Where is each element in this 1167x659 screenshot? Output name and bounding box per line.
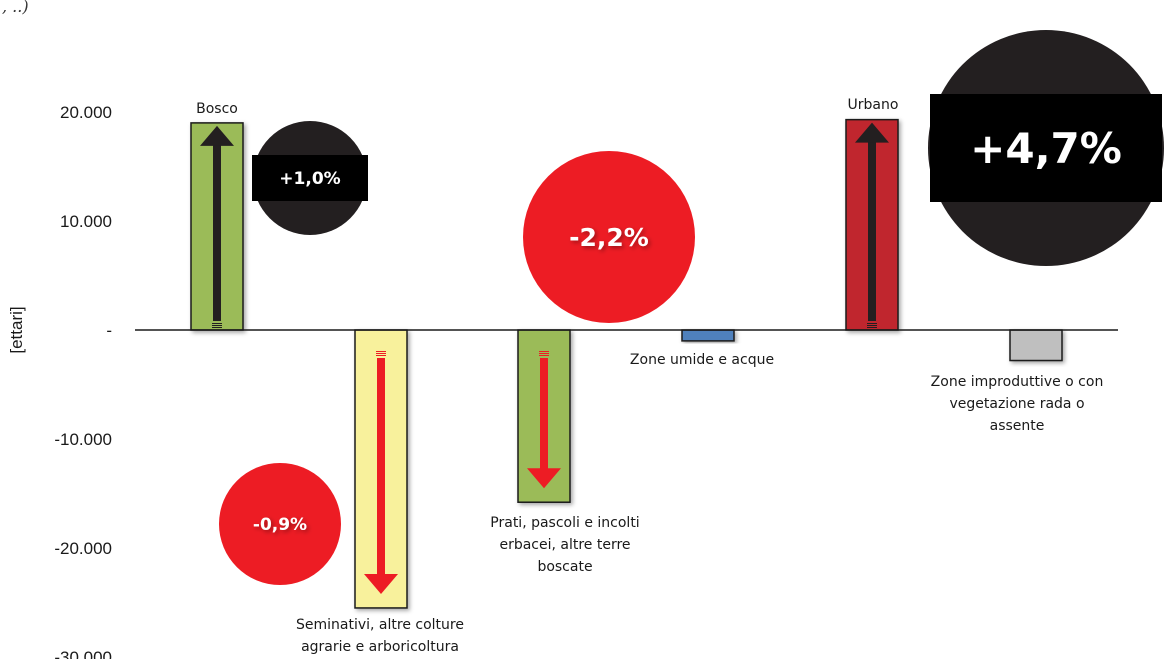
bar-arrow-shaft (868, 141, 876, 321)
bar-arrow-tail-line (867, 327, 877, 328)
bar-arrow-head (855, 122, 889, 143)
bar-arrow-tail-line (376, 353, 386, 354)
percentage-label: +1,0% (279, 169, 340, 189)
category-label-line: vegetazione rada o (949, 396, 1084, 412)
percentage-label-box (252, 155, 368, 201)
percentage-bubble (523, 151, 695, 323)
percentage-label: +4,7% (970, 124, 1122, 173)
category-label-line: Urbano (848, 97, 899, 113)
percentage-bubbles: +1,0% -0,9% -2,2% +4,7% (219, 30, 1164, 585)
bar-arrow-tail-line (867, 325, 877, 326)
bar-arrow-tail-line (376, 351, 386, 352)
y-axis-ticks: 20.000 10.000 - -10.000 -20.000 -30.000 (54, 103, 112, 659)
bar-arrow-tail-line (376, 355, 386, 356)
category-label-line: agrarie e arboricoltura (301, 639, 459, 655)
y-tick-label: -20.000 (54, 539, 112, 558)
category-label: Seminativi, altre colture agrarie e arbor… (296, 617, 464, 655)
percentage-bubble (219, 463, 341, 585)
corner-text-fragment: , ..) (2, 0, 29, 16)
bar-arrow-shaft (377, 358, 385, 575)
bar-arrow-tail-line (212, 327, 222, 328)
category-label-line: Zone umide e acque (630, 352, 774, 368)
bar (1009, 329, 1063, 362)
bar (681, 329, 735, 342)
percentage-label: -2,2% (569, 223, 649, 252)
bar-arrow-tail-line (867, 323, 877, 324)
category-label-line: Prati, pascoli e incolti (490, 515, 639, 531)
percentage-label-box (930, 94, 1162, 202)
category-label: Bosco (196, 101, 238, 117)
bar-arrow-tail-line (539, 353, 549, 354)
bar-arrow-shaft (540, 358, 548, 470)
percentage-label: -0,9% (253, 515, 307, 535)
bar-arrow-tail-line (212, 323, 222, 324)
bar-arrow-tail-line (212, 325, 222, 326)
y-tick-label: -10.000 (54, 430, 112, 449)
category-label: Urbano (848, 97, 899, 113)
category-label: Prati, pascoli e incolti erbacei, altre t… (490, 515, 639, 575)
y-tick-label: 10.000 (60, 212, 112, 231)
bars-layer (190, 118, 1063, 609)
category-label-line: Zone improduttive o con (931, 374, 1104, 390)
category-label: Zone improduttive o con vegetazione rada … (931, 374, 1104, 434)
category-label-line: boscate (537, 559, 592, 575)
bar-arrow-head (364, 573, 398, 594)
category-label-line: Seminativi, altre colture (296, 617, 464, 633)
category-label-line: Bosco (196, 101, 238, 117)
category-label-line: assente (990, 418, 1045, 434)
category-label: Zone umide e acque (630, 352, 774, 368)
y-tick-label: - (106, 321, 112, 340)
bar-arrow-shaft (213, 144, 221, 321)
category-labels: Bosco Seminativi, altre colture agrarie e … (196, 97, 1103, 655)
bar-arrow-head (527, 468, 561, 489)
y-axis-label: [ettari] (7, 306, 26, 353)
category-label-line: erbacei, altre terre (499, 537, 630, 553)
y-tick-label: 20.000 (60, 103, 112, 122)
bar-arrow-tail-line (539, 355, 549, 356)
bar-arrow-head (200, 125, 234, 146)
y-tick-label: -30.000 (54, 648, 112, 659)
bar-arrow-tail-line (539, 351, 549, 352)
